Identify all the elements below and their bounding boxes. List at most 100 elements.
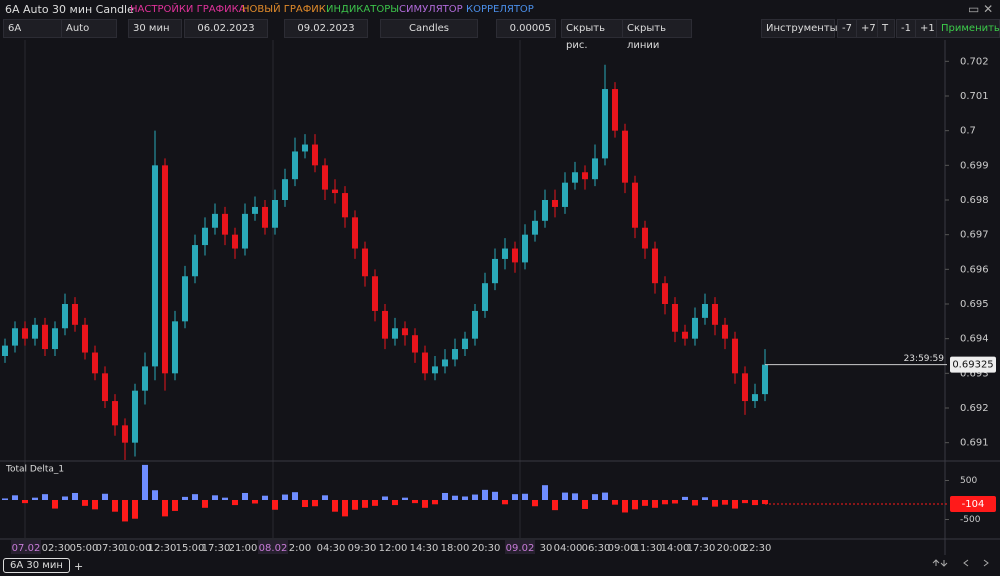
- candle-body: [32, 324, 38, 339]
- candle-body: [252, 206, 258, 214]
- delta-bar: [432, 500, 438, 505]
- candle-body: [512, 248, 518, 263]
- delta-bar: [522, 493, 528, 500]
- timeframe-select[interactable]: 30 мин: [128, 19, 182, 38]
- delta-bar: [92, 500, 98, 510]
- delta-bar: [402, 497, 408, 500]
- chart-tab[interactable]: 6A 30 мин: [3, 558, 70, 573]
- apply-button[interactable]: Применить: [936, 19, 1000, 38]
- delta-bar: [392, 500, 398, 506]
- candle-body: [212, 213, 218, 228]
- candle-body: [222, 213, 228, 235]
- window-controls[interactable]: ▭ ✕: [968, 2, 994, 16]
- candle-body: [472, 310, 478, 339]
- time-label: 14:30: [410, 543, 439, 554]
- candle-body: [522, 234, 528, 263]
- delta-bar: [562, 492, 568, 500]
- candle-body: [242, 213, 248, 249]
- candle-body: [112, 401, 118, 426]
- delta-bar: [572, 493, 578, 500]
- time-label: 22:30: [743, 543, 772, 554]
- delta-bar: [142, 464, 148, 500]
- time-label: 05:00: [70, 543, 99, 554]
- time-label: 17:30: [202, 543, 231, 554]
- delta-bar: [602, 492, 608, 500]
- last-price-label: 0.69325: [952, 360, 993, 371]
- candle-body: [632, 182, 638, 228]
- candle-body: [542, 200, 548, 221]
- candle-body: [312, 144, 318, 166]
- time-label: 09:00: [608, 543, 637, 554]
- date-to[interactable]: 09.02.2023: [284, 19, 368, 38]
- y-tick-label: 0.692: [960, 403, 989, 414]
- delta-bar: [442, 492, 448, 500]
- candle-body: [432, 366, 438, 374]
- tool-button[interactable]: -1: [896, 19, 916, 38]
- tools[interactable]: Инструменты: [761, 19, 838, 38]
- candle-body: [142, 366, 148, 391]
- last-delta-box: [950, 496, 996, 513]
- mode-select[interactable]: Auto: [61, 19, 117, 38]
- delta-bar: [732, 500, 738, 509]
- menu-item[interactable]: НОВЫЙ ГРАФИК: [242, 4, 326, 15]
- candle-body: [2, 345, 8, 356]
- date-label: 09.02: [506, 543, 535, 554]
- delta-bar: [192, 494, 198, 500]
- delta-bar: [22, 500, 28, 504]
- candle-body: [722, 324, 728, 339]
- tool-button[interactable]: -7: [837, 19, 857, 38]
- delta-bar: [652, 500, 658, 508]
- delta-bar: [72, 492, 78, 500]
- hide-lines[interactable]: Скрыть линии: [622, 19, 692, 51]
- tool-button[interactable]: T: [877, 19, 895, 38]
- candle-body: [292, 151, 298, 180]
- time-label: 12:30: [148, 543, 177, 554]
- time-label: 04:00: [554, 543, 583, 554]
- candle-body: [132, 390, 138, 443]
- candle-body: [502, 248, 508, 259]
- chart-type-select[interactable]: Candles: [380, 19, 478, 38]
- delta-bar: [132, 500, 138, 519]
- date-marker: [505, 540, 535, 554]
- symbol-select[interactable]: 6A: [3, 19, 63, 38]
- time-label: 21:00: [229, 543, 258, 554]
- candle-body: [602, 89, 608, 159]
- candle-body: [452, 349, 458, 360]
- add-tab[interactable]: +: [74, 560, 84, 573]
- candle-body: [412, 335, 418, 353]
- delta-bar: [642, 500, 648, 506]
- candle-body: [702, 304, 708, 318]
- time-label: 04:30: [317, 543, 346, 554]
- time-label: 14:00: [661, 543, 690, 554]
- time-label: 20:00: [717, 543, 746, 554]
- nav-icons[interactable]: [932, 559, 989, 567]
- time-label: 10:00: [123, 543, 152, 554]
- date-from[interactable]: 06.02.2023: [184, 19, 268, 38]
- tick-size[interactable]: 0.00005: [496, 19, 556, 38]
- delta-bar: [2, 498, 8, 500]
- candle-body: [402, 328, 408, 336]
- delta-bar: [462, 496, 468, 500]
- delta-bar: [282, 494, 288, 500]
- hide-drawings[interactable]: Скрыть рис.: [561, 19, 624, 51]
- delta-bar: [362, 500, 368, 508]
- delta-bar: [552, 500, 558, 511]
- delta-bar: [692, 500, 698, 506]
- candle-body: [102, 373, 108, 402]
- menu-item[interactable]: СИМУЛЯТОР: [399, 4, 463, 15]
- menu-item[interactable]: НАСТРОЙКИ ГРАФИКА: [130, 4, 246, 15]
- delta-bar: [262, 495, 268, 500]
- candle-body: [52, 328, 58, 350]
- menu-item[interactable]: КОРРЕЛЯТОР: [466, 4, 534, 15]
- tool-button[interactable]: +1: [915, 19, 937, 38]
- y-tick-label: 0.691: [960, 438, 989, 449]
- time-label: 06:30: [582, 543, 611, 554]
- time-label: 17:30: [687, 543, 716, 554]
- candle-body: [72, 304, 78, 325]
- candle-body: [62, 304, 68, 329]
- delta-bar: [632, 500, 638, 510]
- tool-button[interactable]: +7: [856, 19, 878, 38]
- last-delta-label: -104: [962, 499, 985, 510]
- menu-item[interactable]: ИНДИКАТОРЫ: [326, 4, 400, 15]
- delta-bar: [762, 500, 768, 505]
